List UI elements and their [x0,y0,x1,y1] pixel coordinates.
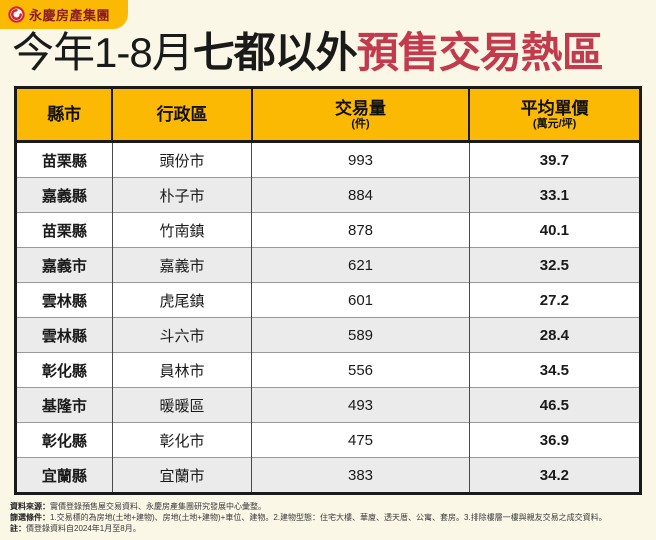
footnotes: 資料來源：實價登錄預售屋交易資料、永慶房產集團研究發展中心彙整。 篩選條件：1.… [10,501,650,534]
cell-volume: 878 [251,212,470,248]
cell-district: 嘉義市 [111,247,252,283]
cell-price: 46.5 [468,387,641,423]
cell-district: 暖暖區 [111,387,252,423]
cell-county: 苗栗縣 [15,212,113,248]
cell-district: 彰化市 [111,422,252,458]
cell-price: 39.7 [468,141,641,178]
cell-volume: 383 [251,457,470,494]
cell-volume: 601 [251,282,470,318]
table-row: 苗栗縣 竹南鎮 878 40.1 [15,212,641,248]
cell-county: 彰化縣 [15,422,113,458]
header-price: 平均單價 (萬元/坪) [468,87,641,143]
cell-county: 彰化縣 [15,352,113,388]
cell-county: 基隆市 [15,387,113,423]
cell-volume: 621 [251,247,470,283]
title-scope: 七都以外 [192,29,358,76]
logo-banner: 永慶房產集團 [0,0,128,29]
header-district: 行政區 [111,87,252,143]
cell-district: 宜蘭市 [111,457,252,494]
cell-county: 雲林縣 [15,282,113,318]
cell-district: 竹南鎮 [111,212,252,248]
cell-county: 雲林縣 [15,317,113,353]
cell-volume: 589 [251,317,470,353]
cell-district: 頭份市 [111,141,252,178]
table-row: 嘉義縣 朴子市 884 33.1 [15,177,641,213]
cell-price: 28.4 [468,317,641,353]
cell-price: 34.5 [468,352,641,388]
cell-county: 嘉義市 [15,247,113,283]
header-county: 縣市 [15,87,113,143]
cell-volume: 884 [251,177,470,213]
cell-price: 34.2 [468,457,641,494]
header-row: 縣市 行政區 交易量 (件) 平均單價 (萬元/坪) [15,87,641,143]
table-body: 苗栗縣 頭份市 993 39.7 嘉義縣 朴子市 884 33.1 苗栗縣 竹南… [15,141,641,494]
cell-district: 員林市 [111,352,252,388]
cell-county: 苗栗縣 [41,152,87,170]
page-title: 今年1-8月七都以外預售交易熱區 [12,28,652,78]
cell-county: 嘉義縣 [15,177,113,213]
header-volume: 交易量 (件) [250,87,470,143]
cell-county: 宜蘭縣 [15,457,113,494]
data-table-container: 縣市 行政區 交易量 (件) 平均單價 (萬元/坪) 苗栗縣 頭份市 993 [14,86,642,495]
footnote-filter: 篩選條件：1.交易標的為房地(土地+建物)、房地(土地+建物)+車位、建物。2.… [10,513,607,522]
cell-price: 36.9 [468,422,641,458]
cell-volume: 493 [251,387,470,423]
table-row: 苗栗縣 頭份市 993 39.7 [16,141,641,178]
table-row: 基隆市 暖暖區 493 46.5 [15,387,641,423]
cell-volume: 993 [251,141,470,178]
presale-hotzone-table: 縣市 行政區 交易量 (件) 平均單價 (萬元/坪) 苗栗縣 頭份市 993 [14,86,642,495]
table-header: 縣市 行政區 交易量 (件) 平均單價 (萬元/坪) [15,87,641,143]
yungching-swirl-icon [8,6,25,23]
table-row: 彰化縣 員林市 556 34.5 [15,352,641,388]
cell-district: 朴子市 [111,177,252,213]
table-row: 雲林縣 斗六市 589 28.4 [15,317,641,353]
cell-district: 斗六市 [111,317,252,353]
footnote-note: 註：價登錄資料自2024年1月至8月。 [10,524,141,533]
title-topic: 預售交易熱區 [356,29,604,76]
cell-price: 33.1 [468,177,641,213]
table-row: 嘉義市 嘉義市 621 32.5 [15,247,641,283]
title-period: 今年1-8月 [12,29,194,76]
cell-price: 32.5 [468,247,641,283]
cell-price: 27.2 [468,282,641,318]
cell-volume: 556 [251,352,470,388]
cell-price: 40.1 [468,212,641,248]
cell-district: 虎尾鎮 [111,282,252,318]
logo-text: 永慶房產集團 [29,8,111,23]
table-row: 彰化縣 彰化市 475 36.9 [15,422,641,458]
table-row: 雲林縣 虎尾鎮 601 27.2 [15,282,641,318]
cell-volume: 475 [251,422,470,458]
footnote-source: 資料來源：實價登錄預售屋交易資料、永慶房產集團研究發展中心彙整。 [10,502,266,511]
table-row: 宜蘭縣 宜蘭市 383 34.2 [15,457,641,494]
